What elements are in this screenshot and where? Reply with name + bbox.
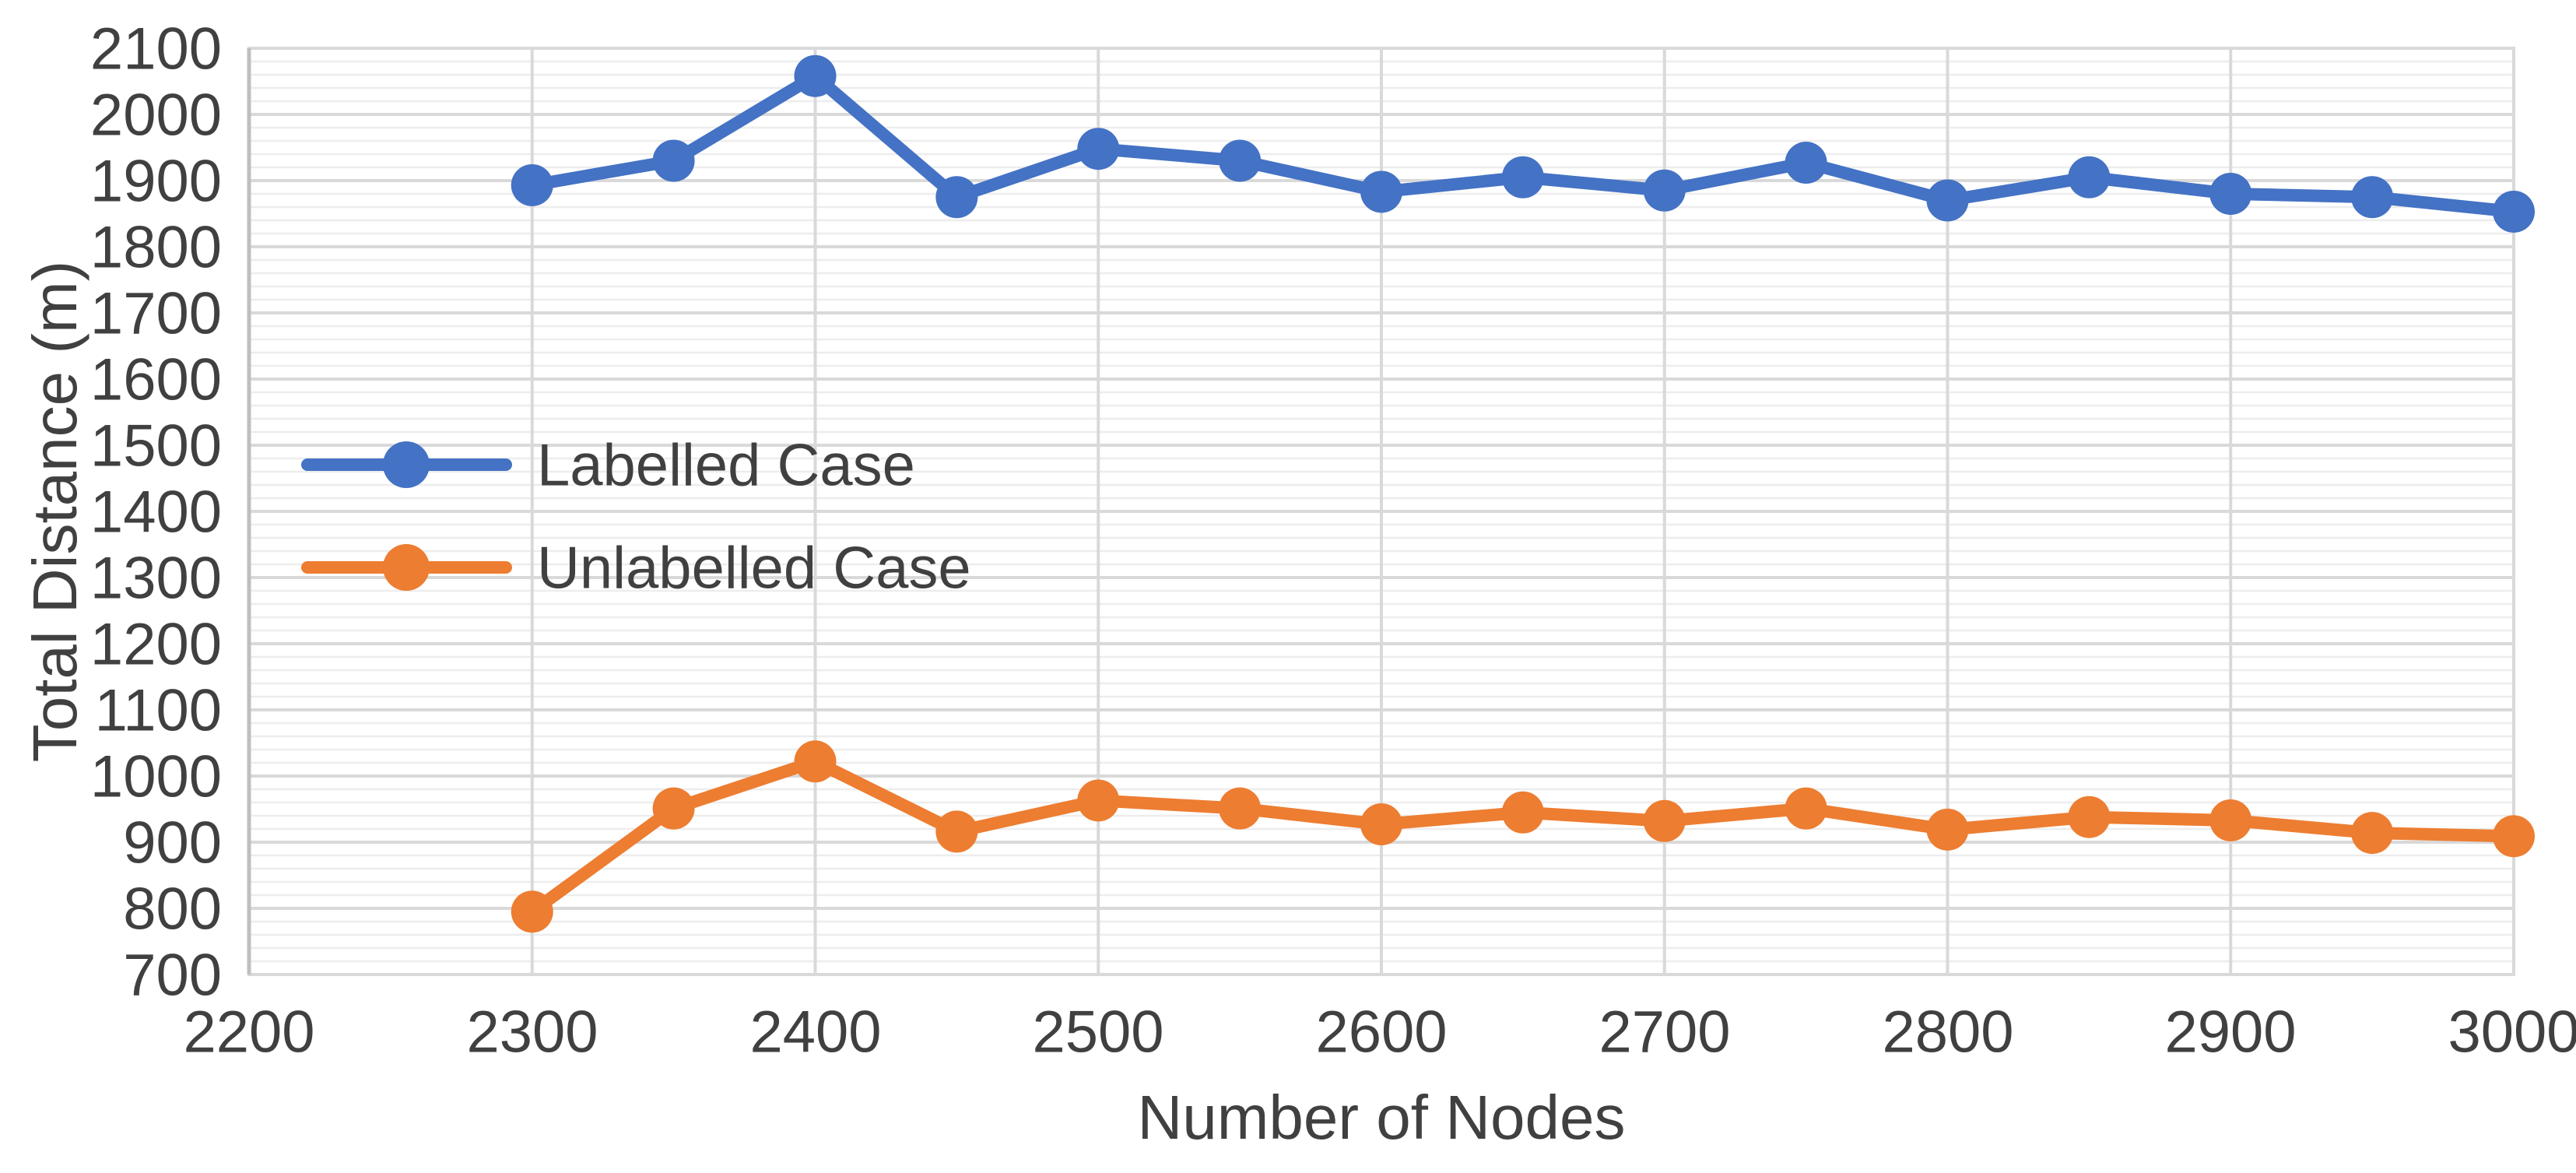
data-point-unlabelled-case bbox=[1501, 791, 1544, 834]
y-tick-label: 700 bbox=[123, 943, 222, 1009]
data-point-labelled-case bbox=[2068, 156, 2111, 198]
data-point-labelled-case bbox=[1643, 169, 1686, 212]
y-tick-label: 1200 bbox=[90, 612, 222, 678]
data-point-unlabelled-case bbox=[2351, 812, 2394, 855]
x-tick-label: 2200 bbox=[183, 999, 314, 1066]
data-point-labelled-case bbox=[2493, 190, 2535, 233]
data-point-labelled-case bbox=[511, 163, 553, 206]
y-tick-label: 2100 bbox=[90, 16, 222, 83]
x-tick-label: 2400 bbox=[749, 999, 881, 1066]
data-point-unlabelled-case bbox=[935, 810, 978, 853]
data-point-unlabelled-case bbox=[652, 787, 695, 830]
y-tick-label: 1700 bbox=[90, 281, 222, 347]
y-tick-label: 1100 bbox=[95, 678, 222, 744]
data-point-unlabelled-case bbox=[2209, 799, 2252, 841]
plot-border bbox=[247, 47, 2515, 976]
data-point-unlabelled-case bbox=[1785, 787, 1827, 830]
legend: Labelled Case Unlabelled Case bbox=[301, 433, 971, 602]
data-point-labelled-case bbox=[2351, 176, 2394, 219]
data-point-labelled-case bbox=[652, 139, 695, 182]
x-axis-title: Number of Nodes bbox=[1138, 1083, 1626, 1152]
y-axis-title: Total Distance (m) bbox=[20, 261, 89, 763]
x-tick-label: 2900 bbox=[2164, 999, 2296, 1066]
data-point-labelled-case bbox=[1219, 139, 1262, 182]
y-tick-label: 1600 bbox=[90, 347, 222, 413]
x-tick-label: 2600 bbox=[1315, 999, 1447, 1066]
x-tick-label: 2300 bbox=[466, 999, 598, 1066]
data-point-labelled-case bbox=[1926, 179, 1969, 222]
legend-label: Unlabelled Case bbox=[537, 536, 971, 602]
legend-marker-icon bbox=[383, 441, 430, 488]
data-point-labelled-case bbox=[1077, 128, 1120, 170]
x-tick-label: 3000 bbox=[2448, 999, 2576, 1066]
y-tick-label: 900 bbox=[123, 810, 222, 876]
y-tick-label: 1800 bbox=[90, 215, 222, 281]
y-tick-label: 800 bbox=[123, 876, 222, 943]
data-point-unlabelled-case bbox=[1926, 808, 1969, 851]
data-point-labelled-case bbox=[935, 176, 978, 219]
data-point-labelled-case bbox=[1501, 156, 1544, 198]
y-tick-label: 1500 bbox=[90, 413, 222, 479]
y-tick-label: 1400 bbox=[90, 479, 222, 546]
data-point-unlabelled-case bbox=[2493, 815, 2535, 858]
data-point-unlabelled-case bbox=[2068, 795, 2111, 838]
data-point-unlabelled-case bbox=[1219, 787, 1262, 830]
data-point-unlabelled-case bbox=[1360, 803, 1402, 846]
data-point-unlabelled-case bbox=[1077, 779, 1120, 822]
y-tick-label: 1300 bbox=[90, 546, 222, 612]
legend-label: Labelled Case bbox=[537, 433, 915, 499]
legend-marker-icon bbox=[383, 544, 430, 591]
data-point-labelled-case bbox=[2209, 173, 2252, 215]
x-axis-tick-labels: 2200 2300 2400 2500 2600 2700 2800 2900 … bbox=[183, 999, 2576, 1066]
data-point-unlabelled-case bbox=[1643, 799, 1686, 842]
data-point-unlabelled-case bbox=[511, 890, 553, 933]
legend-item-unlabelled-case: Unlabelled Case bbox=[301, 536, 971, 602]
y-tick-label: 1900 bbox=[90, 149, 222, 215]
x-tick-label: 2800 bbox=[1882, 999, 2013, 1066]
legend-item-labelled-case: Labelled Case bbox=[301, 433, 915, 499]
x-tick-label: 2700 bbox=[1599, 999, 1730, 1066]
data-point-labelled-case bbox=[1785, 142, 1827, 184]
x-tick-label: 2500 bbox=[1032, 999, 1163, 1066]
y-tick-label: 1000 bbox=[90, 744, 222, 810]
data-point-labelled-case bbox=[1360, 170, 1402, 213]
series-line-unlabelled-case bbox=[525, 755, 2520, 918]
data-point-unlabelled-case bbox=[794, 740, 837, 783]
data-series bbox=[511, 54, 2535, 933]
data-point-labelled-case bbox=[794, 54, 837, 97]
y-tick-label: 2000 bbox=[90, 83, 222, 149]
y-axis-tick-labels: 2100 2000 1900 1800 1700 1600 1500 1400 … bbox=[90, 16, 222, 1009]
